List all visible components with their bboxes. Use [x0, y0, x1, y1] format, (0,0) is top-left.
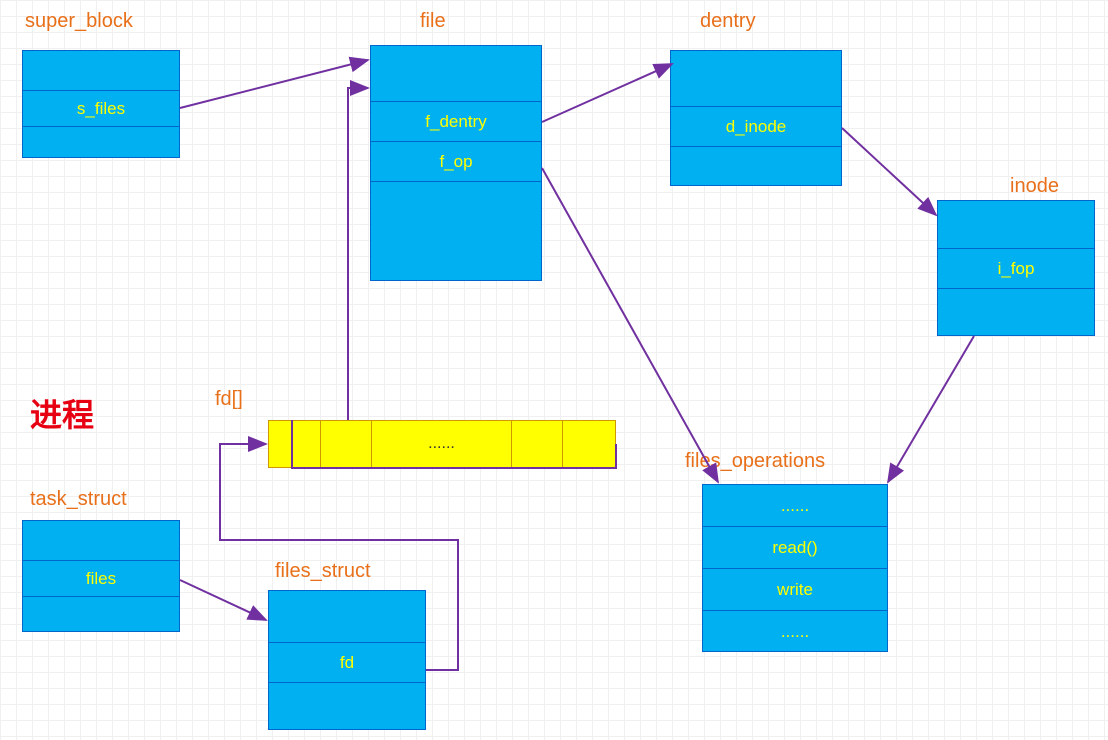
fd-array: ...... [268, 420, 616, 468]
title-files-struct: files_struct [275, 560, 371, 583]
fd-cell [321, 421, 373, 467]
struct-dentry-row [671, 147, 841, 187]
arrow-ifop-to-fileops [888, 336, 974, 482]
fd-cell: ...... [372, 421, 511, 467]
struct-super-block: s_files [22, 50, 180, 158]
struct-inode-row [938, 201, 1094, 249]
title-super-block: super_block [25, 10, 133, 33]
struct-super-block-row [23, 51, 179, 91]
arrow-sfiles-to-file [180, 60, 368, 108]
struct-files-operations-row: read() [703, 527, 887, 569]
title-inode: inode [1010, 175, 1059, 198]
arrow-files-to-filesstruct [180, 580, 266, 620]
struct-files-struct-row [269, 683, 425, 731]
fd-cell [563, 421, 615, 467]
arrow-dinode-to-inode [842, 128, 936, 215]
struct-files-operations-row: ...... [703, 611, 887, 653]
struct-files-struct: fd [268, 590, 426, 730]
arrow-fdentry-to-dentry [542, 64, 672, 122]
struct-file-row: f_op [371, 142, 541, 182]
struct-file-row [371, 46, 541, 102]
fd-cell [512, 421, 564, 467]
struct-dentry-row [671, 51, 841, 107]
title-file: file [420, 10, 446, 33]
struct-files-struct-row: fd [269, 643, 425, 683]
struct-dentry-row: d_inode [671, 107, 841, 147]
struct-inode: i_fop [937, 200, 1095, 336]
title-dentry: dentry [700, 10, 756, 33]
struct-super-block-row: s_files [23, 91, 179, 127]
struct-task-struct-row [23, 521, 179, 561]
fd-cell [269, 421, 321, 467]
struct-inode-row [938, 289, 1094, 337]
title-task-struct: task_struct [30, 488, 127, 511]
struct-inode-row: i_fop [938, 249, 1094, 289]
struct-files-struct-row [269, 591, 425, 643]
title-fd-array: fd[] [215, 388, 243, 411]
polyline-fdarray-to-file [348, 88, 368, 420]
struct-task-struct-row [23, 597, 179, 633]
struct-task-struct-row: files [23, 561, 179, 597]
title-process: 进程 [30, 390, 94, 436]
struct-super-block-row [23, 127, 179, 159]
struct-file: f_dentryf_op [370, 45, 542, 281]
struct-task-struct: files [22, 520, 180, 632]
struct-files-operations-row: write [703, 569, 887, 611]
struct-dentry: d_inode [670, 50, 842, 186]
struct-files-operations-row: ...... [703, 485, 887, 527]
struct-files-operations: ......read()write...... [702, 484, 888, 652]
title-files-operations: files_operations [685, 450, 825, 473]
struct-file-row: f_dentry [371, 102, 541, 142]
struct-file-row [371, 182, 541, 282]
